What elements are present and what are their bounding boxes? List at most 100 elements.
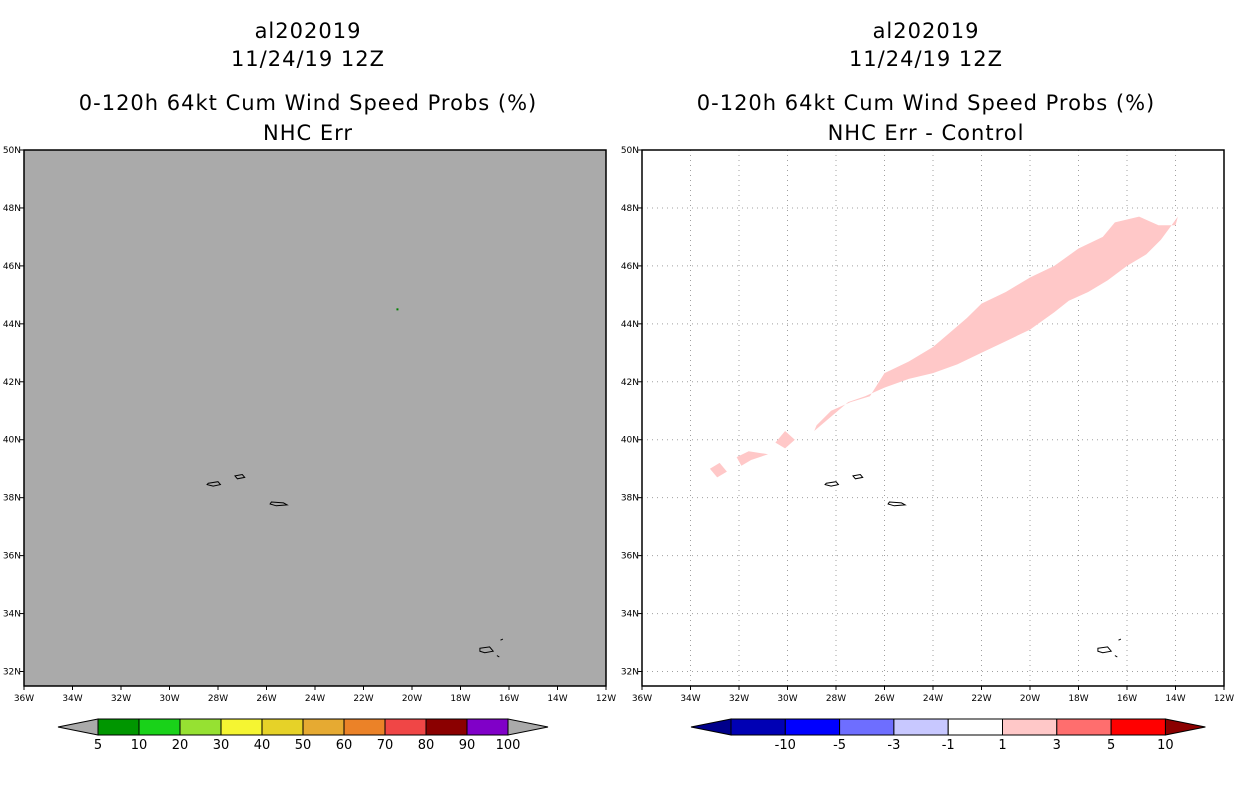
right-title-line-2: 11/24/19 12Z xyxy=(849,47,1003,71)
colorbar-low-arrow xyxy=(57,718,99,736)
x-tick-label: 14W xyxy=(547,694,567,704)
y-tick-label: 44N xyxy=(3,320,21,330)
y-tick-label: 50N xyxy=(621,146,639,156)
x-tick-label: 20W xyxy=(402,694,422,704)
colorbar-label: 5 xyxy=(94,738,102,753)
colorbar-label: 50 xyxy=(295,738,312,753)
colorbar-swatch xyxy=(839,718,895,736)
left-title-line-4: NHC Err xyxy=(263,121,353,145)
colorbar-swatch xyxy=(425,718,468,736)
island-outline xyxy=(887,501,907,507)
x-tick-label: 22W xyxy=(971,694,991,704)
colorbar-label: 30 xyxy=(213,738,230,753)
y-tick-label: 34N xyxy=(621,610,639,620)
right-colorbar: -10 -5 -3 -1 1 3 5 10 xyxy=(690,718,1206,753)
island-outline xyxy=(479,646,495,654)
x-tick-label: 28W xyxy=(826,694,846,704)
colorbar-swatch xyxy=(97,718,140,736)
colorbar-high-arrow xyxy=(507,718,549,736)
left-title-line-2: 11/24/19 12Z xyxy=(231,47,385,71)
island-outline xyxy=(1097,646,1113,654)
colorbar-swatch xyxy=(893,718,949,736)
colorbar-high-arrow xyxy=(1164,718,1206,736)
island-outline xyxy=(234,473,246,480)
x-tick-label: 28W xyxy=(208,694,228,704)
colorbar-swatch xyxy=(1002,718,1058,736)
y-tick-label: 34N xyxy=(3,610,21,620)
y-tick-label: 44N xyxy=(621,320,639,330)
y-tick-label: 46N xyxy=(621,262,639,272)
y-tick-label: 36N xyxy=(621,552,639,562)
x-tick-label: 30W xyxy=(159,694,179,704)
x-tick-label: 32W xyxy=(729,694,749,704)
colorbar-label: 1 xyxy=(998,738,1006,753)
right-title-line-3: 0-120h 64kt Cum Wind Speed Probs (%) xyxy=(697,91,1155,115)
left-plot-area xyxy=(24,150,606,686)
y-tick-label: 42N xyxy=(3,378,21,388)
x-tick-label: 22W xyxy=(353,694,373,704)
x-tick-label: 32W xyxy=(111,694,131,704)
colorbar-label: -3 xyxy=(887,738,900,753)
y-tick-label: 32N xyxy=(3,668,21,678)
colorbar-label: 70 xyxy=(377,738,394,753)
colorbar-label: 3 xyxy=(1053,738,1061,753)
left-panel: al202019 11/24/19 12Z 0-120h 64kt Cum Wi… xyxy=(3,19,616,753)
colorbar-label: -5 xyxy=(833,738,846,753)
colorbar-swatch xyxy=(1110,718,1166,736)
x-tick-label: 20W xyxy=(1020,694,1040,704)
probability-swath xyxy=(814,216,1178,431)
y-tick-label: 40N xyxy=(621,436,639,446)
island-outline xyxy=(269,501,289,507)
y-tick-label: 42N xyxy=(621,378,639,388)
x-tick-label: 16W xyxy=(1117,694,1137,704)
x-tick-label: 36W xyxy=(632,694,652,704)
colorbar-swatch xyxy=(261,718,304,736)
right-title-line-4: NHC Err - Control xyxy=(828,121,1025,145)
colorbar-label: -10 xyxy=(775,738,796,753)
island-outline xyxy=(1114,655,1118,658)
x-tick-label: 26W xyxy=(256,694,276,704)
colorbar-swatch xyxy=(947,718,1004,736)
island-outline xyxy=(824,481,840,487)
colorbar-label: 90 xyxy=(459,738,476,753)
island-outline xyxy=(852,473,864,480)
colorbar-label: 100 xyxy=(496,738,521,753)
colorbar-label: 60 xyxy=(336,738,353,753)
x-tick-label: 30W xyxy=(777,694,797,704)
y-tick-label: 38N xyxy=(621,494,639,504)
probability-point xyxy=(396,308,399,311)
colorbar-label: -1 xyxy=(942,738,955,753)
x-tick-label: 14W xyxy=(1165,694,1185,704)
x-tick-label: 26W xyxy=(874,694,894,704)
probability-blob xyxy=(775,431,795,449)
colorbar-label: 10 xyxy=(131,738,148,753)
colorbar-swatch xyxy=(1056,718,1112,736)
y-tick-label: 50N xyxy=(3,146,21,156)
y-tick-label: 48N xyxy=(3,204,21,214)
island-outline xyxy=(500,638,504,641)
left-title-line-1: al202019 xyxy=(255,19,362,43)
left-title-line-3: 0-120h 64kt Cum Wind Speed Probs (%) xyxy=(79,91,537,115)
colorbar-swatch xyxy=(302,718,345,736)
left-y-axis: 32N 34N 36N 38N 40N 42N 44N 46N 48N 50N xyxy=(3,146,24,678)
y-tick-label: 40N xyxy=(3,436,21,446)
left-x-axis: 36W 34W 32W 30W 28W 26W 24W 22W 20W 18W 16W 14W 12W xyxy=(14,686,616,704)
island-outline xyxy=(206,481,222,487)
probability-blob xyxy=(736,451,769,466)
x-tick-label: 34W xyxy=(62,694,82,704)
colorbar-label: 40 xyxy=(254,738,271,753)
left-colorbar: 5 10 20 30 40 50 60 70 80 90 100 xyxy=(57,718,549,753)
y-tick-label: 38N xyxy=(3,494,21,504)
probability-blob xyxy=(709,462,727,478)
right-x-axis: 36W 34W 32W 30W 28W 26W 24W 22W 20W 18W 16W 14W 12W xyxy=(632,686,1234,704)
colorbar-low-arrow xyxy=(690,718,732,736)
x-tick-label: 16W xyxy=(499,694,519,704)
left-plot-layer xyxy=(206,308,504,658)
colorbar-swatch xyxy=(466,718,509,736)
x-tick-label: 36W xyxy=(14,694,34,704)
colorbar-swatch xyxy=(730,718,786,736)
colorbar-swatch xyxy=(343,718,386,736)
right-title-line-1: al202019 xyxy=(873,19,980,43)
x-tick-label: 18W xyxy=(450,694,470,704)
